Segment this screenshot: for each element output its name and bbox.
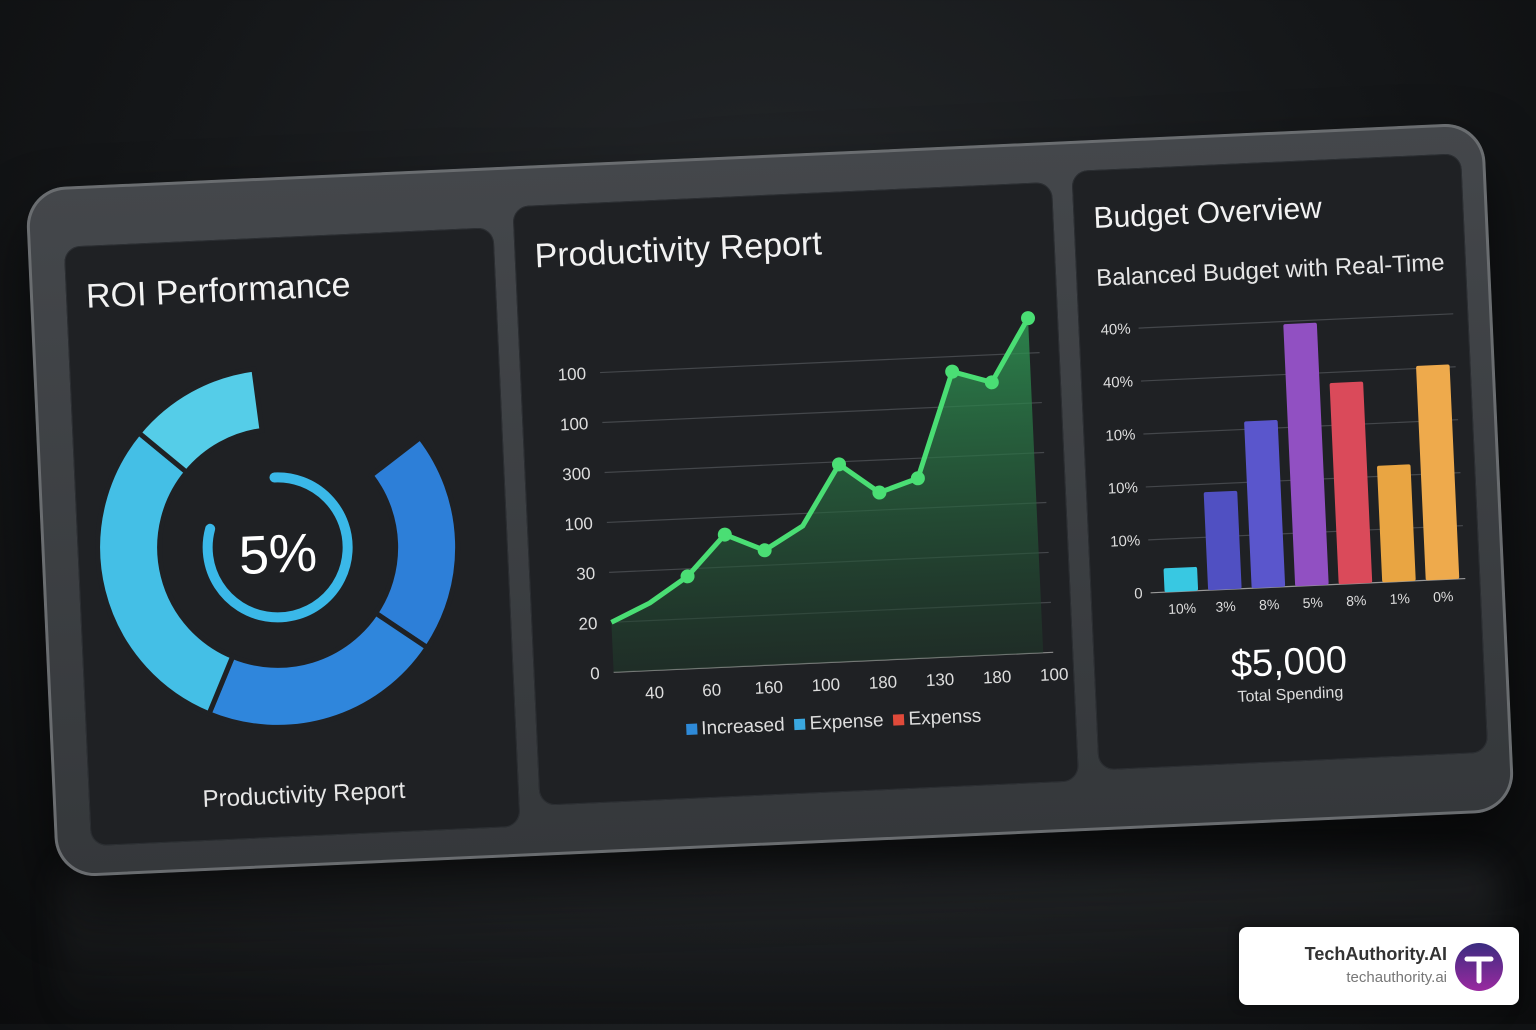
- budget-bar-chart: 0 10% 10% 10% 40% 40% 10% 3% 8% 5% 8% 1% 0%: [1100, 313, 1466, 617]
- x-tick-label: 130: [925, 670, 954, 690]
- gridline: [1138, 313, 1454, 329]
- bar-category-label: 3%: [1215, 598, 1236, 615]
- y-tick-label: 0: [1134, 585, 1143, 602]
- bar: [1244, 420, 1286, 589]
- bar: [1163, 566, 1199, 593]
- roi-panel: ROI Performance 5% Productivity Report: [63, 227, 521, 847]
- x-tick-label: 100: [1040, 665, 1069, 685]
- bar-category-label: 10%: [1168, 600, 1197, 617]
- brand-name: TechAuthority.AI: [1304, 944, 1447, 964]
- bar: [1377, 464, 1416, 583]
- data-point: [984, 375, 999, 390]
- budget-title: Budget Overview: [1092, 191, 1323, 236]
- y-tick-label: 100: [557, 364, 586, 384]
- y-tick-label: 10%: [1107, 479, 1138, 497]
- y-tick-label: 0: [590, 664, 600, 683]
- y-tick-label: 30: [576, 564, 596, 584]
- legend-item: Expense: [794, 710, 884, 736]
- data-point: [910, 471, 925, 486]
- inner-progress-ring: [202, 472, 353, 623]
- y-tick-label: 40%: [1100, 320, 1131, 338]
- donut-slice: [367, 434, 461, 652]
- legend-item: Increased: [686, 715, 785, 741]
- x-tick-label: 180: [983, 667, 1012, 687]
- productivity-panel: Productivity Report 0 20 30 100 300 100 100 40 6…: [512, 181, 1080, 806]
- y-tick-label: 20: [578, 614, 598, 634]
- y-tick-label: 10%: [1110, 532, 1141, 550]
- brand-logo-icon: [1455, 943, 1503, 991]
- dashboard-board: ROI Performance 5% Productivity Report P…: [25, 122, 1515, 878]
- budget-panel: Budget Overview Balanced Budget with Rea…: [1071, 153, 1489, 771]
- roi-title: ROI Performance: [85, 265, 352, 316]
- x-tick-label: 180: [868, 672, 897, 692]
- data-point: [680, 569, 695, 584]
- brand-url: techauthority.ai: [1346, 969, 1447, 986]
- data-point: [872, 485, 887, 500]
- bar-category-label: 5%: [1302, 594, 1323, 611]
- budget-subtitle: Balanced Budget with Real-Time: [1095, 249, 1446, 292]
- bar: [1283, 322, 1329, 587]
- y-tick-label: 40%: [1103, 373, 1134, 391]
- brand-badge[interactable]: TechAuthority.AI techauthority.ai: [1239, 927, 1519, 1005]
- data-point: [757, 543, 772, 558]
- area-fill: [611, 318, 1044, 673]
- y-tick-label: 100: [560, 414, 589, 434]
- roi-center-value: 5%: [238, 523, 319, 586]
- productivity-legend: Increased Expense Expenss: [686, 706, 982, 741]
- legend-item: Expenss: [893, 706, 982, 732]
- productivity-area-chart: 0 20 30 100 300 100 100 40 60 160 100 180 130 180 100: [557, 311, 1069, 703]
- x-tick-label: 100: [811, 675, 840, 695]
- y-tick-label: 10%: [1105, 426, 1136, 444]
- bar-category-label: 0%: [1433, 588, 1454, 605]
- gridline: [600, 352, 1040, 374]
- donut-slice: [205, 609, 431, 730]
- x-tick-label: 60: [702, 680, 722, 700]
- roi-caption: Productivity Report: [202, 776, 406, 814]
- bar-category-label: 8%: [1346, 592, 1367, 609]
- x-tick-label: 40: [645, 683, 665, 703]
- bar-category-label: 8%: [1259, 596, 1280, 613]
- productivity-title: Productivity Report: [533, 224, 823, 276]
- bar: [1416, 364, 1460, 581]
- data-point: [1021, 311, 1036, 326]
- bar: [1203, 490, 1242, 591]
- bar: [1329, 381, 1373, 585]
- data-point: [945, 364, 960, 379]
- bar-category-label: 1%: [1389, 590, 1410, 607]
- donut-slice: [95, 429, 236, 718]
- roi-donut-chart: 5%: [95, 366, 461, 730]
- x-tick-label: 160: [754, 678, 783, 698]
- donut-slice: [135, 366, 265, 476]
- data-point: [717, 527, 732, 542]
- y-tick-label: 100: [564, 514, 593, 534]
- data-point: [831, 457, 846, 472]
- y-tick-label: 300: [562, 464, 591, 484]
